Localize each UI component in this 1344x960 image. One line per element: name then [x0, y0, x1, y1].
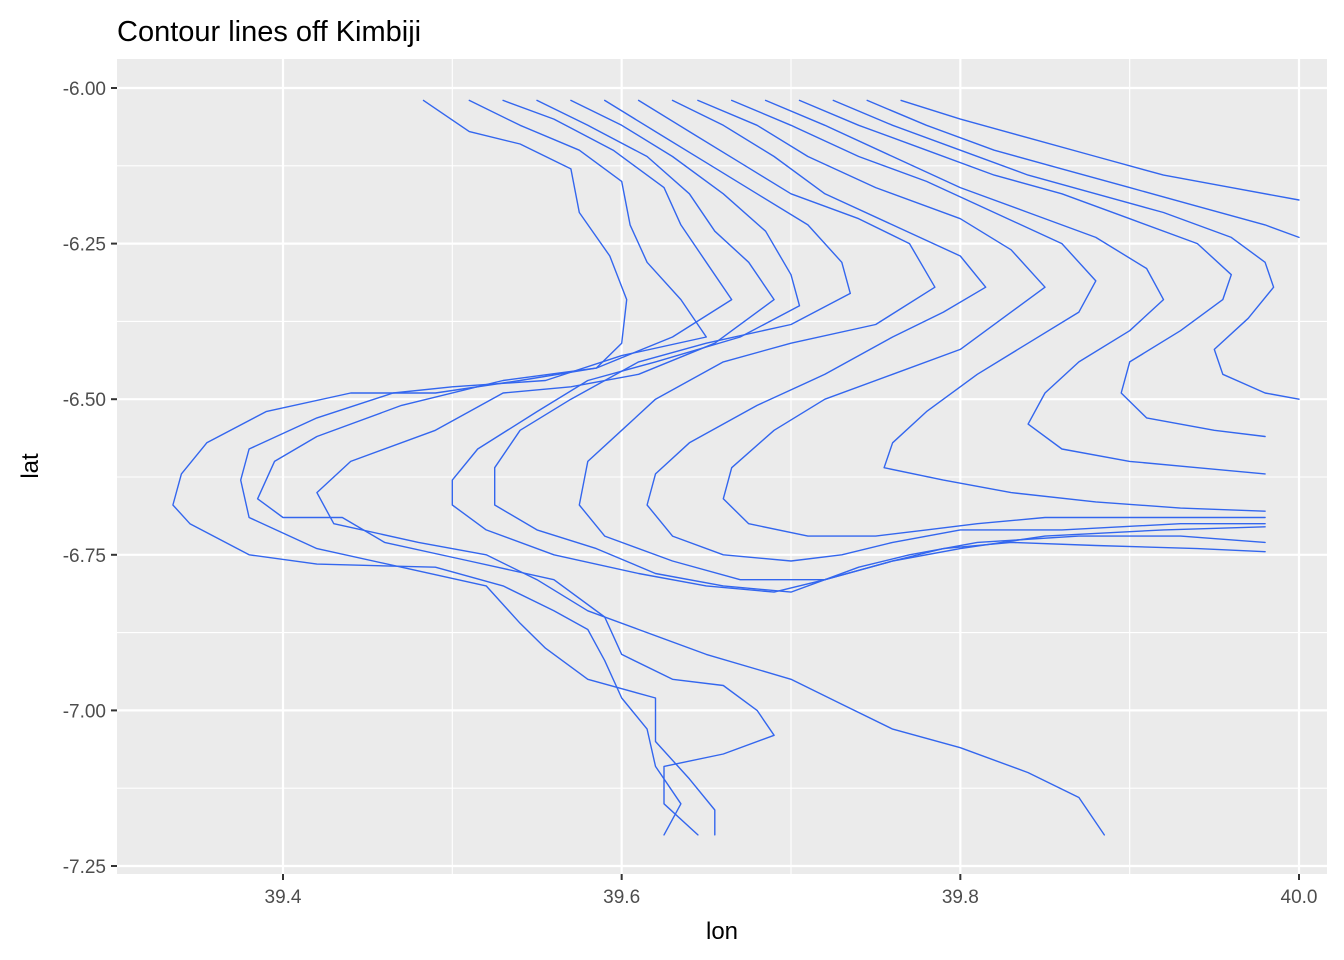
- chart-title: Contour lines off Kimbiji: [117, 16, 421, 48]
- y-axis: -6.00 -6.25 -6.50 -6.75 -7.00 -7.25: [63, 79, 117, 878]
- contour-line: [316, 99, 1105, 836]
- contour-line: [832, 99, 1300, 400]
- y-tick-label: -6.75: [63, 546, 106, 567]
- x-tick-label: 40.0: [1281, 887, 1318, 908]
- contour-line: [798, 99, 1266, 438]
- y-tick-label: -7.00: [63, 701, 106, 722]
- contour-line: [646, 99, 1266, 562]
- grid-major: [117, 59, 1327, 874]
- contour-line: [697, 99, 1266, 537]
- contour-line: [900, 99, 1300, 201]
- contour-line: [578, 99, 1266, 581]
- y-tick-label: -6.00: [63, 79, 106, 100]
- y-axis-title: lat: [17, 453, 44, 479]
- y-tick-label: -6.50: [63, 390, 106, 411]
- plot-panel: [117, 59, 1327, 874]
- grid-minor: [117, 59, 1327, 874]
- contour-line: [764, 99, 1266, 475]
- contour-line: [731, 99, 1266, 512]
- contour-lines: [172, 99, 1300, 836]
- x-tick-label: 39.4: [265, 887, 302, 908]
- contour-line: [866, 99, 1300, 239]
- contour-line: [256, 99, 775, 836]
- x-axis-title: lon: [706, 918, 738, 945]
- contour-line: [172, 99, 682, 836]
- contour-line: [240, 99, 716, 836]
- x-tick-label: 39.6: [603, 887, 640, 908]
- contour-line: [494, 99, 1266, 593]
- y-tick-label: -6.25: [63, 235, 106, 256]
- x-tick-label: 39.8: [942, 887, 979, 908]
- y-tick-label: -7.25: [63, 857, 106, 878]
- x-axis: 39.4 39.6 39.8 40.0: [265, 874, 1318, 908]
